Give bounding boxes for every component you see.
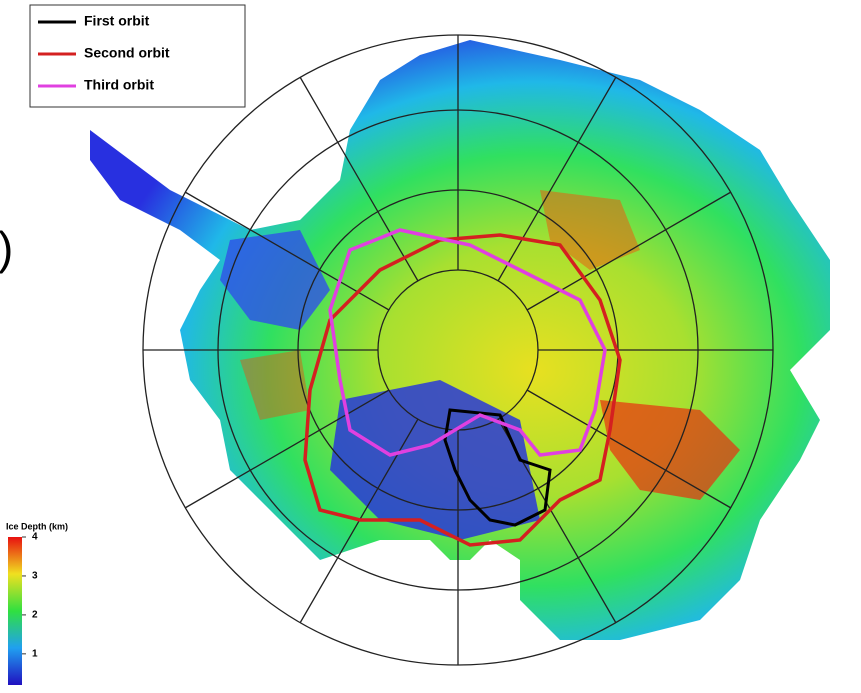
- legend-label: Third orbit: [84, 77, 154, 93]
- colorbar-tick-label: 4: [32, 532, 38, 543]
- colorbar: [8, 537, 22, 685]
- legend-label: First orbit: [84, 13, 150, 29]
- colorbar-ticks: 1 2 3 4: [22, 532, 38, 660]
- map: ) First orbit Second orbit Third orbit Ice…: [0, 0, 861, 688]
- legend-label: Second orbit: [84, 45, 170, 61]
- colorbar-tick-label: 3: [32, 571, 38, 582]
- cropped-text: ): [0, 222, 13, 274]
- colorbar-tick-label: 1: [32, 648, 38, 659]
- continent: [90, 40, 830, 640]
- colorbar-title: Ice Depth (km): [6, 521, 68, 531]
- colorbar-tick-label: 2: [32, 610, 38, 621]
